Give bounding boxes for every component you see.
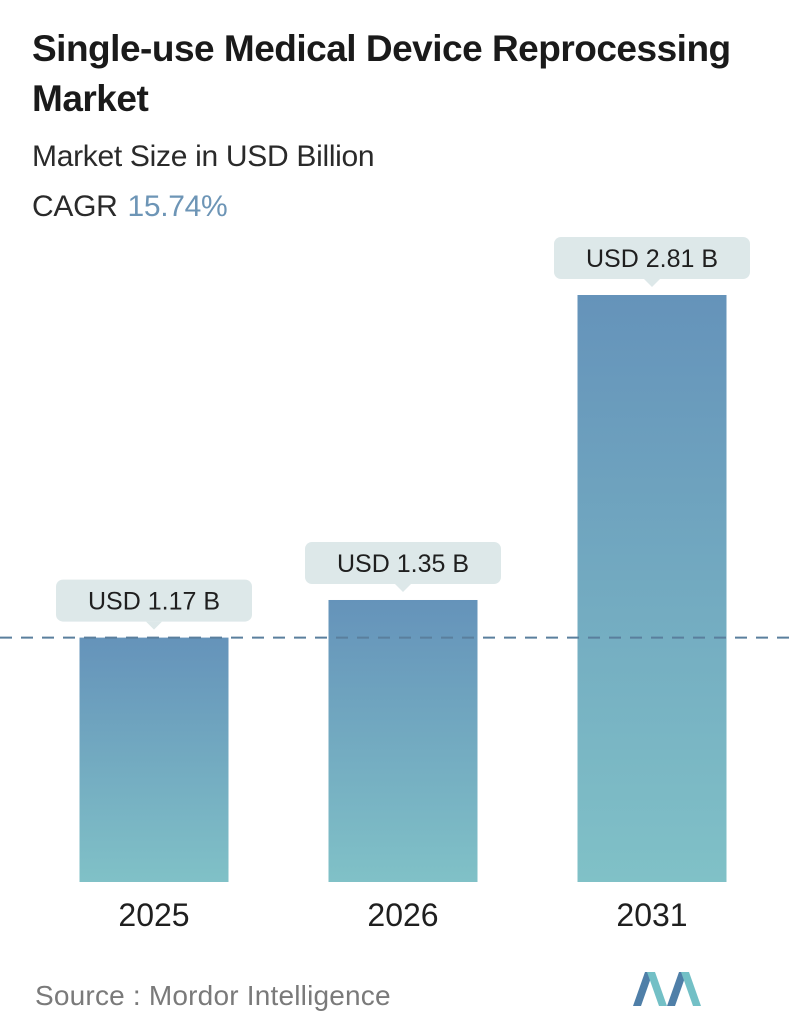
cagr-value: 15.74% [127, 190, 228, 223]
bar-2031 [577, 295, 727, 882]
mordor-logo-icon [633, 972, 701, 1006]
data-label-text: USD 2.81 B [586, 245, 718, 273]
x-tick-label: 2025 [118, 897, 189, 933]
labels-layer: USD 1.17 B USD 1.35 B USD 2.81 B [56, 237, 750, 630]
x-tick-label: 2031 [616, 897, 687, 933]
ticks-layer: 2025 2026 2031 [118, 897, 687, 933]
data-label-2026: USD 1.35 B [305, 541, 501, 592]
cagr-row: CAGR 15.74% [32, 190, 228, 224]
data-label-text: USD 1.35 B [337, 550, 469, 578]
bar-2026 [328, 599, 478, 882]
bar-2025 [79, 637, 229, 882]
cagr-label: CAGR [32, 190, 118, 223]
chart-subtitle: Market Size in USD Billion [32, 140, 375, 173]
chart-title: Single-use Medical Device Reprocessing M… [32, 28, 731, 119]
source-text: Source : Mordor Intelligence [35, 980, 391, 1011]
bars-layer [79, 295, 727, 882]
x-tick-label: 2026 [367, 897, 438, 933]
data-label-2031: USD 2.81 B [554, 237, 750, 287]
data-label-2025: USD 1.17 B [56, 579, 252, 630]
data-label-text: USD 1.17 B [88, 588, 220, 616]
